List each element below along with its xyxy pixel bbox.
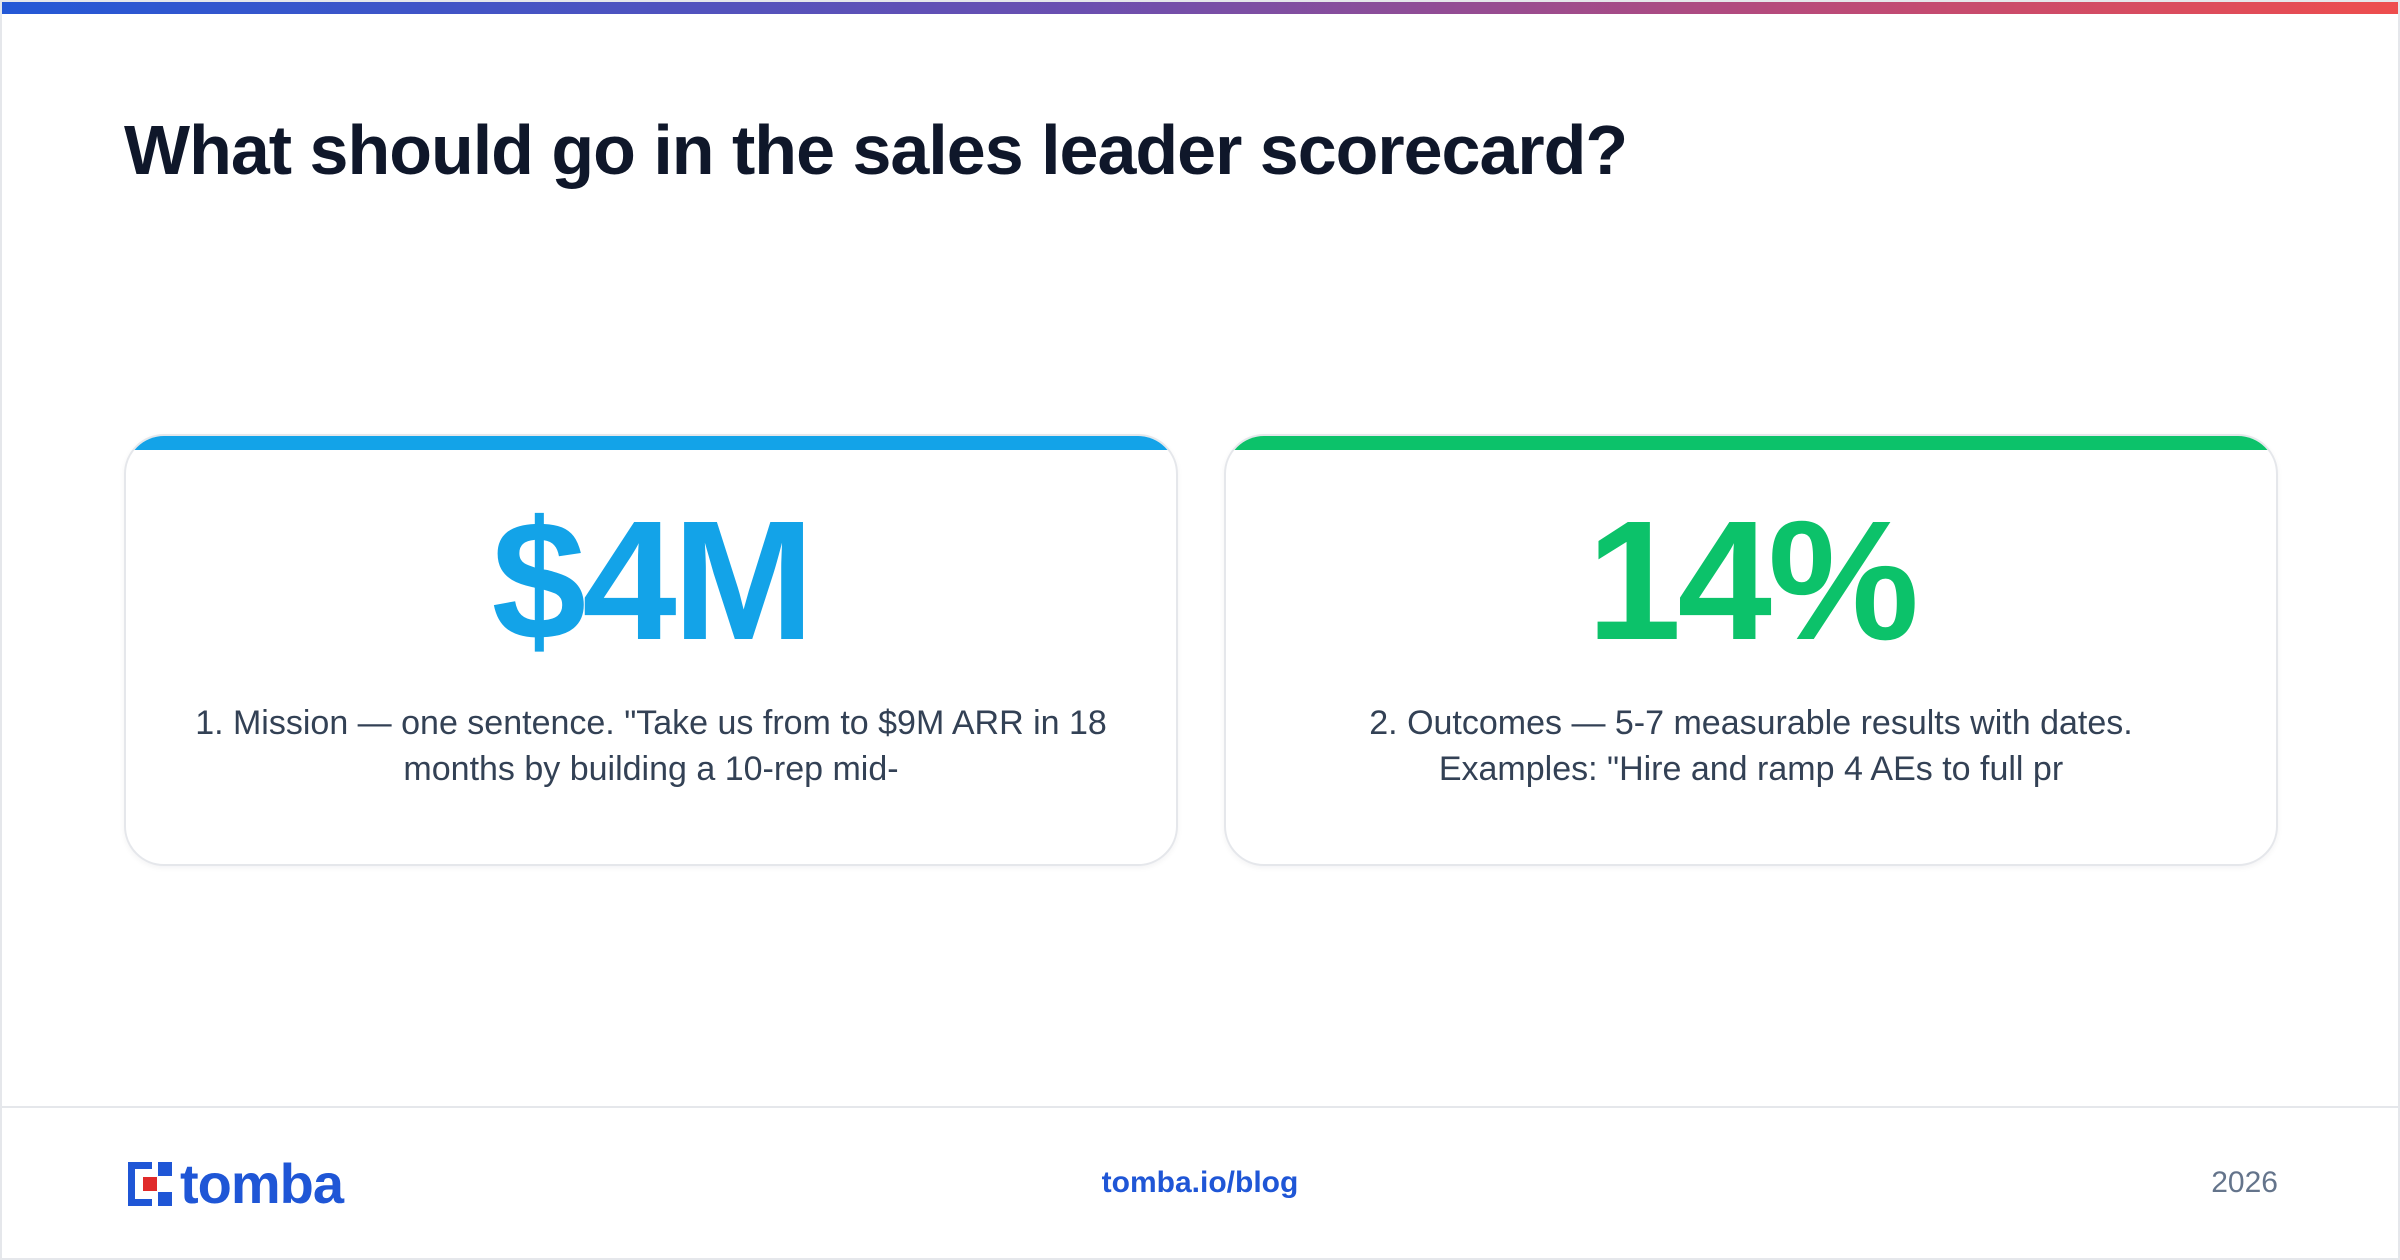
tomba-logo[interactable]: tomba <box>124 1152 344 1215</box>
footer-year: 2026 <box>2211 1166 2278 1199</box>
top-gradient-bar <box>2 2 2398 14</box>
stat-card-mission: $4M 1. Mission — one sentence. "Take us … <box>124 434 1178 866</box>
footer-divider <box>2 1106 2398 1108</box>
stat-card-outcomes: 14% 2. Outcomes — 5-7 measurable results… <box>1224 434 2278 866</box>
logo-text: tomba <box>180 1152 344 1215</box>
page-title: What should go in the sales leader score… <box>124 111 1628 189</box>
card-accent-bar <box>1226 436 2276 450</box>
stat-value: $4M <box>491 486 815 676</box>
stat-value: 14% <box>1586 486 1919 676</box>
card-accent-bar <box>126 436 1176 450</box>
stat-description: 2. Outcomes — 5-7 measurable results wit… <box>1369 704 2133 788</box>
blog-link[interactable]: tomba.io/blog <box>1101 1166 1299 1199</box>
stat-description: 1. Mission — one sentence. "Take us from… <box>195 704 1107 788</box>
tomba-logo-icon <box>128 1162 172 1206</box>
